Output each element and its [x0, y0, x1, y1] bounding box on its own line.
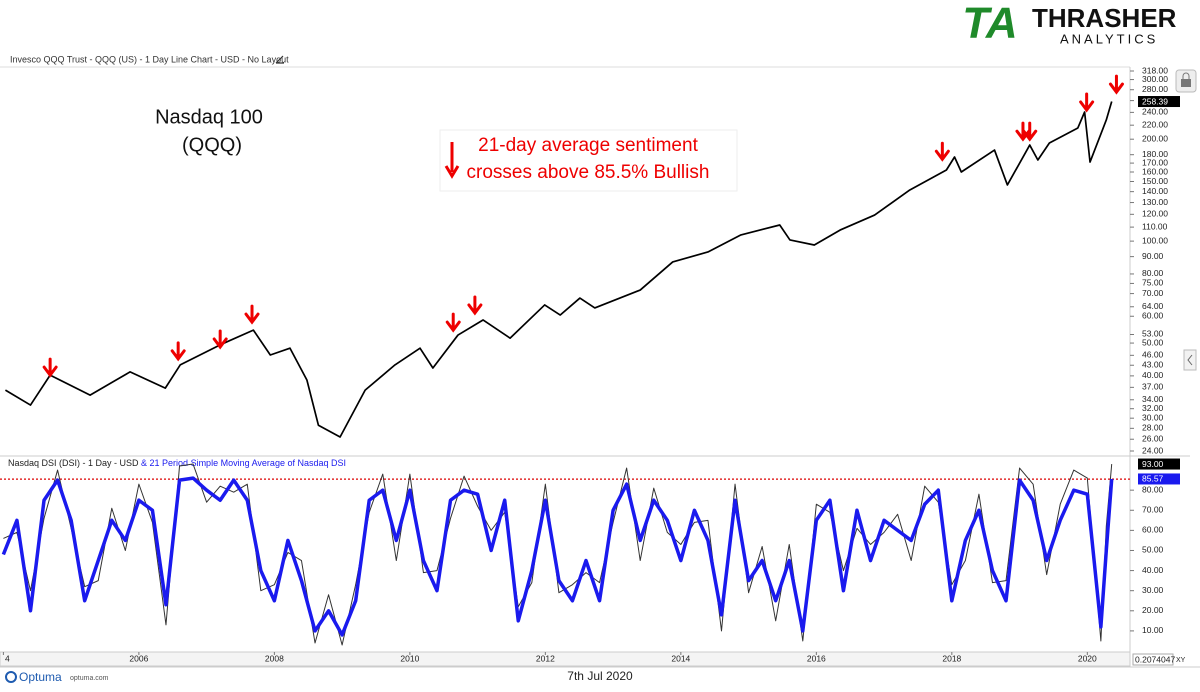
y-tick-label: 26.00: [1142, 433, 1164, 443]
y-tick-label: 60.00: [1142, 311, 1164, 321]
x-tick-label: 2020: [1078, 653, 1097, 663]
y-tick-label: 24.00: [1142, 445, 1164, 455]
y-tick-label: 37.00: [1142, 382, 1164, 392]
x-tick-label: 2016: [807, 653, 826, 663]
y-tick-label: 300.00: [1142, 74, 1168, 84]
y-tick-label: 64.00: [1142, 301, 1164, 311]
y-tick-label: 160.00: [1142, 166, 1168, 176]
y-tick-label: 80.00: [1142, 268, 1164, 278]
x-tick-label: 2018: [942, 653, 961, 663]
y-tick-label: 30.00: [1142, 585, 1164, 595]
y-tick-label: 43.00: [1142, 359, 1164, 369]
y-tick-label: 170.00: [1142, 157, 1168, 167]
y-tick-label: 120.00: [1142, 209, 1168, 219]
signal-arrow: [1022, 121, 1038, 142]
note-line: 21-day average sentiment: [478, 135, 698, 156]
data-line: [4, 101, 1113, 438]
last-value-box: [1138, 473, 1180, 485]
y-tick-label: 110.00: [1142, 221, 1168, 231]
y-tick-label: 50.00: [1142, 545, 1164, 555]
x-tick-label: 2006: [129, 653, 148, 663]
y-tick-label: 140.00: [1142, 186, 1168, 196]
y-tick-label: 130.00: [1142, 197, 1168, 207]
x-tick-label: 2008: [265, 653, 284, 663]
y-tick-label: 318.00: [1142, 65, 1168, 75]
brand-icon: [5, 671, 17, 683]
y-tick-label: 100.00: [1142, 235, 1168, 245]
y-tick-label: 180.00: [1142, 149, 1168, 159]
signal-arrow: [212, 329, 228, 350]
panel-title-sma: & 21 Period Simple Moving Average of Nas…: [139, 458, 346, 468]
x-tick-label: 4: [5, 653, 10, 663]
y-tick-label: 70.00: [1142, 505, 1164, 515]
panel-title-main: Nasdaq DSI (DSI) - 1 Day - USD: [8, 458, 139, 468]
lock-icon: [1182, 72, 1190, 79]
chart-header: Invesco QQQ Trust - QQQ (US) - 1 Day Lin…: [10, 54, 289, 64]
logo-tagline: ANALYTICS: [1060, 31, 1158, 46]
last-value-label: 258.39: [1142, 96, 1168, 106]
y-tick-label: 20.00: [1142, 605, 1164, 615]
logo-name: THRASHER: [1032, 3, 1177, 33]
y-tick-label: 90.00: [1142, 251, 1164, 261]
x-axis-bar: [0, 651, 1131, 667]
side-toggle-icon: [1187, 354, 1193, 366]
scale-mode[interactable]: XY: [1176, 657, 1186, 664]
signal-arrow: [1108, 74, 1124, 95]
y-tick-label: 40.00: [1142, 565, 1164, 575]
lock-icon: [1181, 79, 1191, 87]
y-tick-label: 50.00: [1142, 337, 1164, 347]
scale-value: 0.2074047: [1135, 654, 1175, 664]
note-line: crosses above 85.5% Bullish: [467, 162, 710, 183]
x-tick-label: 2012: [536, 653, 555, 663]
footer-date: 7th Jul 2020: [567, 669, 633, 683]
brand: Optuma: [19, 670, 62, 684]
last-value-box: [1138, 96, 1180, 108]
signal-arrow: [1079, 92, 1095, 113]
y-tick-label: 150.00: [1142, 176, 1168, 186]
brand-site: optuma.com: [70, 675, 109, 682]
y-tick-label: 34.00: [1142, 394, 1164, 404]
data-line: [1, 476, 1114, 637]
edit-icon[interactable]: [275, 55, 284, 64]
y-tick-label: 40.00: [1142, 370, 1164, 380]
y-tick-label: 75.00: [1142, 278, 1164, 288]
last-value-box: [1138, 458, 1180, 470]
y-tick-label: 60.00: [1142, 525, 1164, 535]
y-tick-label: 70.00: [1142, 288, 1164, 298]
plots: 318.00300.00280.00260.00240.00220.00200.…: [0, 65, 1180, 663]
y-tick-label: 32.00: [1142, 403, 1164, 413]
x-tick-label: 2010: [400, 653, 419, 663]
note-box: [439, 129, 738, 192]
signal-arrow: [467, 295, 483, 316]
y-tick-label: 53.00: [1142, 329, 1164, 339]
note-arrow: [444, 142, 460, 179]
y-tick-label: 30.00: [1142, 412, 1164, 422]
y-tick-label: 28.00: [1142, 423, 1164, 433]
panel-title: Nasdaq DSI (DSI) - 1 Day - USD & 21 Peri…: [8, 458, 346, 468]
logo-mark: TA: [962, 0, 1017, 48]
side-toggle[interactable]: [1183, 349, 1197, 371]
signal-arrow: [934, 141, 950, 162]
last-value-label: 85.57: [1142, 474, 1164, 484]
y-tick-label: 240.00: [1142, 107, 1168, 117]
annotation-sublabel: (QQQ): [182, 134, 242, 156]
y-tick-label: 280.00: [1142, 84, 1168, 94]
y-tick-label: 10.00: [1142, 625, 1164, 635]
x-tick-label: 2014: [671, 653, 690, 663]
signal-arrow: [244, 304, 260, 325]
signal-arrow: [445, 312, 461, 333]
y-tick-label: 220.00: [1142, 119, 1168, 129]
y-tick-label: 200.00: [1142, 133, 1168, 143]
signal-arrow: [170, 341, 186, 362]
y-tick-label: 80.00: [1142, 484, 1164, 494]
signal-arrow: [42, 357, 58, 378]
y-tick-label: 46.00: [1142, 350, 1164, 360]
scale-box: [1132, 653, 1174, 666]
annotation-label: Nasdaq 100: [155, 106, 263, 128]
last-value-label: 93.00: [1142, 459, 1164, 469]
